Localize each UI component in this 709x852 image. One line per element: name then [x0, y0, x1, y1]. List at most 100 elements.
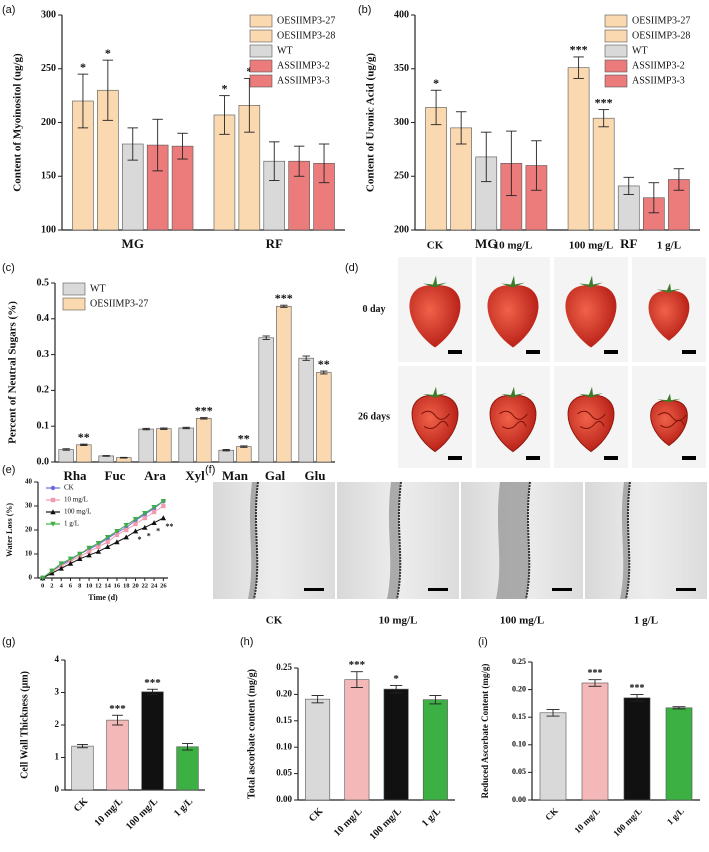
y-tick-label: 0.05 [512, 767, 526, 776]
photo-panels: (d) CK 10 mg/L 100 mg/L 1 g/L 0 day 26 days (f)… [205, 240, 707, 627]
marker [86, 545, 92, 551]
legend-label: WT [632, 45, 648, 56]
legend-label: 1 g/L [64, 520, 79, 528]
marker [105, 539, 110, 545]
stem [501, 275, 525, 288]
bar [138, 428, 154, 463]
column-label: 10 mg/L [379, 615, 418, 627]
y-tick-label: 0.05 [276, 768, 292, 778]
column-label: 100 mg/L [569, 240, 613, 252]
scale-bar [448, 456, 462, 460]
x-tick-label: CK [543, 806, 560, 823]
legend-label: WT [277, 45, 293, 56]
legend-swatch [249, 59, 273, 73]
bar [425, 107, 447, 231]
x-tick-label: Rha [63, 468, 87, 483]
stem [423, 275, 447, 288]
x-tick-label: 22 [142, 582, 149, 589]
panel-label: (i) [478, 636, 488, 648]
panel-label: (b) [358, 4, 371, 16]
y-tick-label: 250 [394, 171, 409, 182]
marker [77, 551, 83, 557]
bar [316, 372, 332, 463]
significance: ** [165, 522, 173, 531]
marker [77, 556, 83, 561]
panel-label: (a) [2, 4, 15, 16]
y-tick-label: 40 [25, 478, 33, 486]
significance: *** [349, 659, 366, 671]
wrinkle [499, 410, 528, 429]
cell-wall [387, 482, 401, 599]
y-tick-label: 2 [55, 719, 60, 729]
stem [423, 386, 447, 398]
x-tick-label: 24 [151, 582, 158, 589]
y-tick-label: 300 [41, 9, 56, 20]
cell-wall [496, 482, 530, 599]
marker [142, 524, 148, 530]
y-tick-label: 250 [41, 63, 56, 74]
column-label: 1 g/L [657, 240, 681, 252]
bar [106, 719, 129, 791]
legend-swatch [62, 297, 86, 311]
column-label: CK [266, 615, 283, 627]
y-tick-label: 30 [25, 502, 33, 510]
x-tick-label: Xyl [185, 468, 205, 483]
scale-bar [552, 588, 572, 591]
y-tick-label: 0.5 [37, 277, 50, 288]
bar [71, 745, 94, 791]
y-axis-label: Content of Uronic Acid (ug/g) [365, 53, 377, 192]
y-tick-label: 0.1 [37, 420, 50, 431]
marker [50, 485, 56, 491]
marker [151, 505, 157, 510]
x-tick-label: RF [266, 236, 283, 251]
legend-label: ASSIIMP3-3 [632, 75, 685, 86]
marker [151, 509, 157, 515]
bar [236, 446, 252, 463]
x-tick-label: 26 [160, 582, 167, 589]
significance: *** [588, 668, 603, 679]
significance: ** [78, 430, 90, 444]
tomato [650, 400, 688, 447]
x-tick-label: 0 [41, 582, 44, 589]
y-tick-label: 0.2 [37, 385, 50, 396]
cell-wall-edge [253, 481, 259, 600]
scale-bar [676, 588, 696, 591]
stem [579, 275, 603, 288]
marker [67, 560, 74, 566]
x-tick-label: MG [122, 236, 144, 251]
y-tick-label: 10 [25, 550, 33, 558]
significance: *** [275, 291, 293, 305]
bar [218, 449, 234, 463]
scale-bar [526, 350, 540, 354]
bar [176, 746, 199, 791]
y-tick-label: 0.4 [37, 313, 50, 324]
x-tick-label: 1 g/L [665, 806, 686, 827]
y-tick-label: 0 [55, 784, 60, 794]
y-tick-label: 0.15 [512, 712, 526, 721]
y-axis-label: Reduced Ascorbate Content (mg/g) [480, 664, 490, 799]
marker [142, 511, 148, 516]
y-axis-label: Water Loss (%) [5, 503, 14, 557]
significance: * [147, 531, 151, 540]
wrinkle [421, 410, 450, 429]
x-tick-label: 4 [60, 582, 64, 589]
significance: * [80, 60, 86, 74]
marker [50, 497, 56, 503]
y-tick-label: 100 [41, 224, 56, 235]
y-axis-label: Percent of Neutral Sugars (%) [7, 301, 19, 444]
cell-wall [620, 482, 630, 599]
legend-swatch [249, 74, 273, 88]
row-label: 26 days [358, 411, 390, 422]
y-tick-label: 0.00 [512, 795, 526, 804]
cell-wall-edge [396, 481, 402, 600]
marker [160, 499, 167, 504]
marker [39, 575, 46, 581]
legend-swatch [604, 29, 628, 43]
y-tick-label: 4 [55, 654, 60, 664]
scale-bar [682, 456, 696, 460]
marker [104, 535, 111, 540]
x-tick-label: 10 mg/L [332, 806, 365, 839]
x-tick-label: 10 [86, 582, 93, 589]
marker [114, 539, 120, 545]
row-label: 0 day [362, 304, 385, 315]
